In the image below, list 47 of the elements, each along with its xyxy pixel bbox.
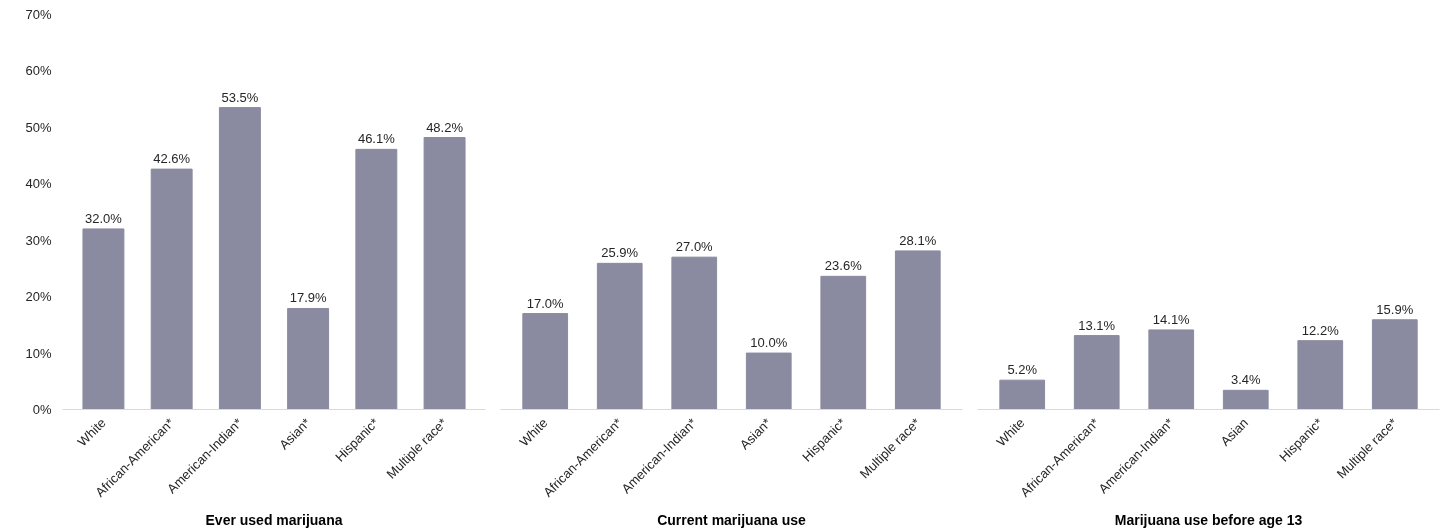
data-label: 28.1% <box>899 232 937 248</box>
data-label: 13.1% <box>1078 317 1116 333</box>
bar <box>218 107 261 410</box>
data-label: 32.0% <box>85 210 123 226</box>
data-label: 10.0% <box>750 335 788 351</box>
data-label: 25.9% <box>601 245 639 261</box>
data-label: 15.9% <box>1376 301 1414 317</box>
data-label: 53.5% <box>221 89 259 105</box>
y-tick-label: 70% <box>25 7 52 22</box>
y-tick-label: 0% <box>32 402 52 417</box>
y-tick-label: 60% <box>25 63 52 79</box>
y-tick-label: 40% <box>25 176 52 192</box>
data-label: 3.4% <box>1230 372 1262 388</box>
x-axis-title: Ever used marijuana <box>205 512 343 529</box>
data-label: 14.1% <box>1152 311 1191 327</box>
bar <box>522 313 569 410</box>
bar <box>894 250 941 410</box>
bar <box>1073 335 1120 410</box>
data-label: 5.2% <box>1007 362 1038 378</box>
data-label: 17.0% <box>526 295 565 311</box>
bar <box>1148 329 1195 410</box>
bar <box>423 137 466 410</box>
data-label: 27.0% <box>675 239 714 255</box>
bar <box>820 275 867 410</box>
y-tick-label: 20% <box>25 289 52 305</box>
data-label: 12.2% <box>1301 322 1340 338</box>
y-tick-label: 30% <box>25 232 52 248</box>
bar <box>999 379 1046 410</box>
bar <box>1222 389 1269 410</box>
y-tick-label: 50% <box>25 119 52 135</box>
bar <box>355 148 398 410</box>
data-label: 48.2% <box>426 119 464 135</box>
data-label: 46.1% <box>357 131 396 147</box>
bar <box>1371 319 1418 410</box>
bar <box>596 262 643 410</box>
x-axis-title: Current marijuana use <box>657 512 807 529</box>
bar <box>1297 340 1344 410</box>
bar <box>745 352 792 410</box>
bar <box>671 256 718 410</box>
bar <box>150 168 193 410</box>
bar <box>287 307 330 410</box>
y-tick-label: 10% <box>25 345 52 361</box>
data-label: 17.9% <box>289 290 327 306</box>
x-axis-title: Marijuana use before age 13 <box>1114 512 1303 529</box>
data-label: 23.6% <box>824 258 863 274</box>
data-label: 42.6% <box>153 151 191 167</box>
bar <box>82 228 125 410</box>
